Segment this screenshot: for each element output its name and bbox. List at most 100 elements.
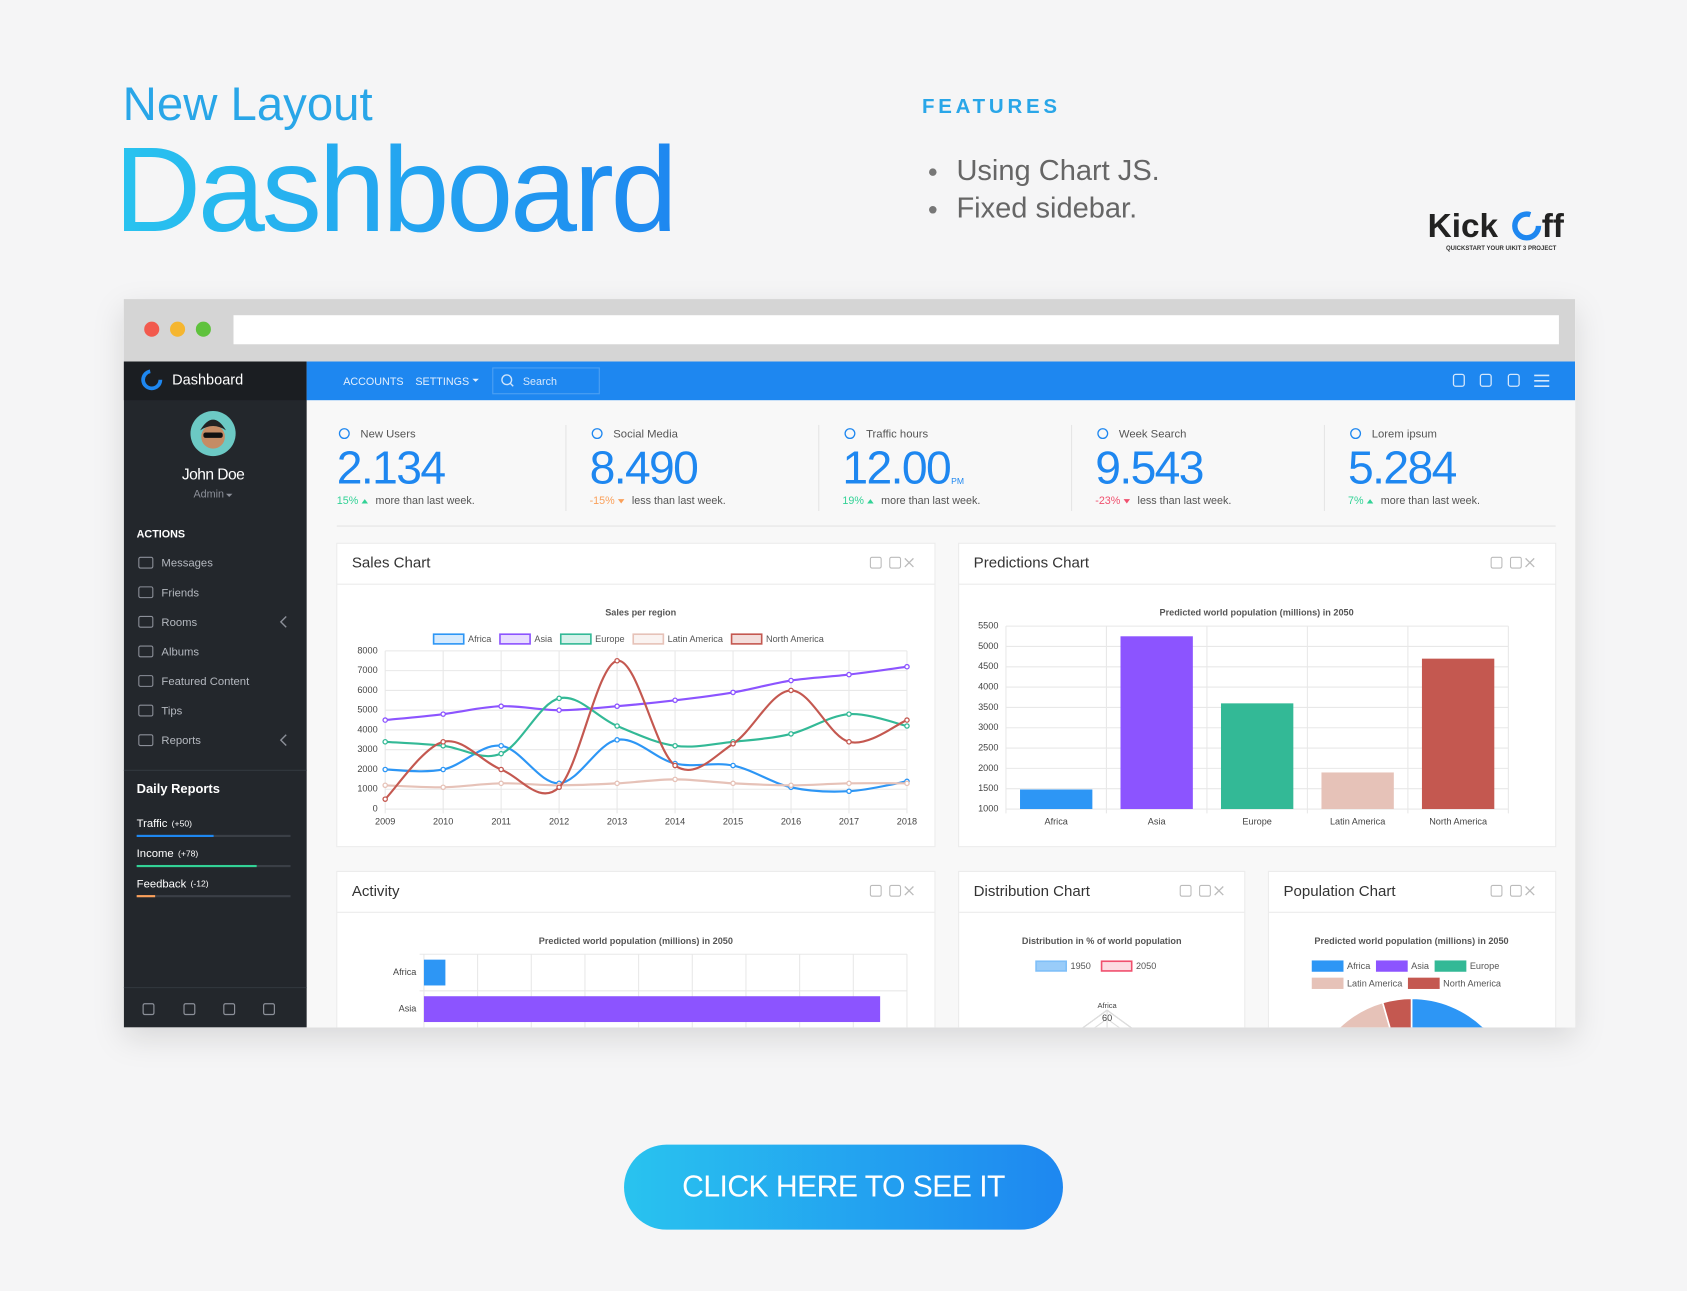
data-point <box>614 703 620 710</box>
menu-item[interactable]: Albums <box>161 646 199 658</box>
card-close[interactable] <box>904 557 914 568</box>
legend-swatch <box>1100 960 1133 972</box>
address-bar[interactable] <box>233 315 1559 345</box>
card-tool[interactable] <box>889 884 902 897</box>
card-title: Distribution Chart <box>974 883 1091 900</box>
legend-label: Europe <box>1470 961 1499 971</box>
card-title: Population Chart <box>1284 883 1397 900</box>
card-tool[interactable] <box>1509 884 1522 897</box>
stat-label: Social Media <box>613 429 678 441</box>
radar-grid <box>1054 1047 1160 1148</box>
card-close[interactable] <box>1214 886 1224 896</box>
stat-change: 7% <box>1348 495 1364 507</box>
data-point <box>498 780 504 787</box>
bar <box>423 959 446 986</box>
brand[interactable]: Dashboard <box>172 373 243 389</box>
stat-suffix: PM <box>951 476 964 486</box>
feature: Using Chart JS. <box>956 155 1159 187</box>
card-tool[interactable] <box>1199 884 1211 897</box>
menu-icon <box>138 615 154 628</box>
card-title: Predictions Chart <box>974 555 1090 572</box>
progress-bar <box>136 895 156 898</box>
app: Dashboard John Doe Admin ACTIONS Daily R… <box>123 361 1576 1148</box>
nav-icon[interactable] <box>1479 373 1492 387</box>
stat-value: 2.134 <box>337 441 446 493</box>
axis-label: Africa <box>1097 1001 1117 1010</box>
radar-spoke <box>1019 1074 1107 1103</box>
data-point <box>730 762 736 769</box>
bar <box>1321 772 1394 810</box>
menu-item[interactable]: Featured Content <box>161 676 250 688</box>
card-tool[interactable] <box>869 884 882 897</box>
stat-value: 8.490 <box>590 441 698 493</box>
sidebar-header <box>123 361 307 401</box>
card-close[interactable] <box>1525 557 1535 568</box>
card-tool[interactable] <box>869 556 882 569</box>
card-tool[interactable] <box>1490 556 1503 569</box>
report-value: (-12) <box>191 879 209 889</box>
footer-icon[interactable] <box>263 1003 275 1016</box>
data-point <box>614 723 620 729</box>
cta-button[interactable] <box>624 1144 1063 1230</box>
window-dot[interactable] <box>195 321 211 337</box>
legend-swatch <box>559 633 592 645</box>
nav-link[interactable]: SETTINGS <box>415 376 469 388</box>
data-point <box>904 723 910 729</box>
user-role[interactable]: Admin <box>194 489 224 501</box>
chart-title: Predicted world population (millions) in… <box>539 936 733 946</box>
menu-item[interactable]: Messages <box>161 558 213 570</box>
legend-swatch <box>1311 960 1344 972</box>
y-tick-label: 0 <box>373 803 378 813</box>
data-point <box>846 739 852 745</box>
nav-link[interactable]: ACCOUNTS <box>343 376 403 388</box>
search-box[interactable] <box>492 367 600 395</box>
search-placeholder[interactable]: Search <box>523 376 557 388</box>
radar-outer <box>1082 1009 1132 1028</box>
data-point <box>672 742 678 749</box>
y-tick-label: 4500 <box>978 661 998 671</box>
card-tool[interactable] <box>889 556 902 569</box>
stat-note: less than last week. <box>1138 495 1232 507</box>
data-point <box>788 731 794 737</box>
nav-icon[interactable] <box>1507 373 1520 387</box>
footer-icon[interactable] <box>223 1003 236 1016</box>
brand-logo <box>141 369 163 391</box>
window-dot[interactable] <box>144 321 160 337</box>
menu-item[interactable]: Tips <box>161 706 182 718</box>
card-tool[interactable] <box>1509 556 1522 569</box>
nav-icon[interactable] <box>1452 373 1465 387</box>
data-point <box>614 657 620 664</box>
cta-label[interactable]: CLICK HERE TO SEE IT <box>682 1171 1005 1204</box>
menu-item[interactable]: Reports <box>161 735 201 747</box>
menu-item[interactable]: Rooms <box>161 617 197 629</box>
legend-label: Africa <box>468 634 492 644</box>
menu-item[interactable]: Friends <box>161 587 199 599</box>
legend-swatch <box>1311 977 1344 989</box>
y-tick-label: 4000 <box>357 724 377 734</box>
stat-icon <box>338 428 350 440</box>
footer-icon[interactable] <box>183 1003 196 1016</box>
menu-icon <box>138 704 154 717</box>
stat-note: more than last week. <box>881 495 980 507</box>
x-tick-label: Asia <box>1148 816 1167 826</box>
x-tick-label: 2013 <box>607 816 627 826</box>
card-close[interactable] <box>1525 886 1535 896</box>
bar <box>1220 703 1294 810</box>
stat-note: more than last week. <box>376 495 475 507</box>
stat-icon <box>1097 428 1109 440</box>
card-tool[interactable] <box>1179 884 1192 897</box>
card-close[interactable] <box>904 886 914 896</box>
y-tick-label: 3500 <box>978 702 998 712</box>
avatar-glasses <box>203 432 223 438</box>
card-tool[interactable] <box>1490 884 1503 897</box>
y-tick-label: 7000 <box>357 665 377 675</box>
report-value: (+50) <box>172 818 192 828</box>
window-dot[interactable] <box>170 321 186 337</box>
menu-icon <box>138 586 154 599</box>
trend-arrow <box>1366 499 1374 504</box>
data-point <box>904 780 910 787</box>
footer-icon[interactable] <box>142 1003 155 1016</box>
legend-swatch <box>499 633 531 645</box>
